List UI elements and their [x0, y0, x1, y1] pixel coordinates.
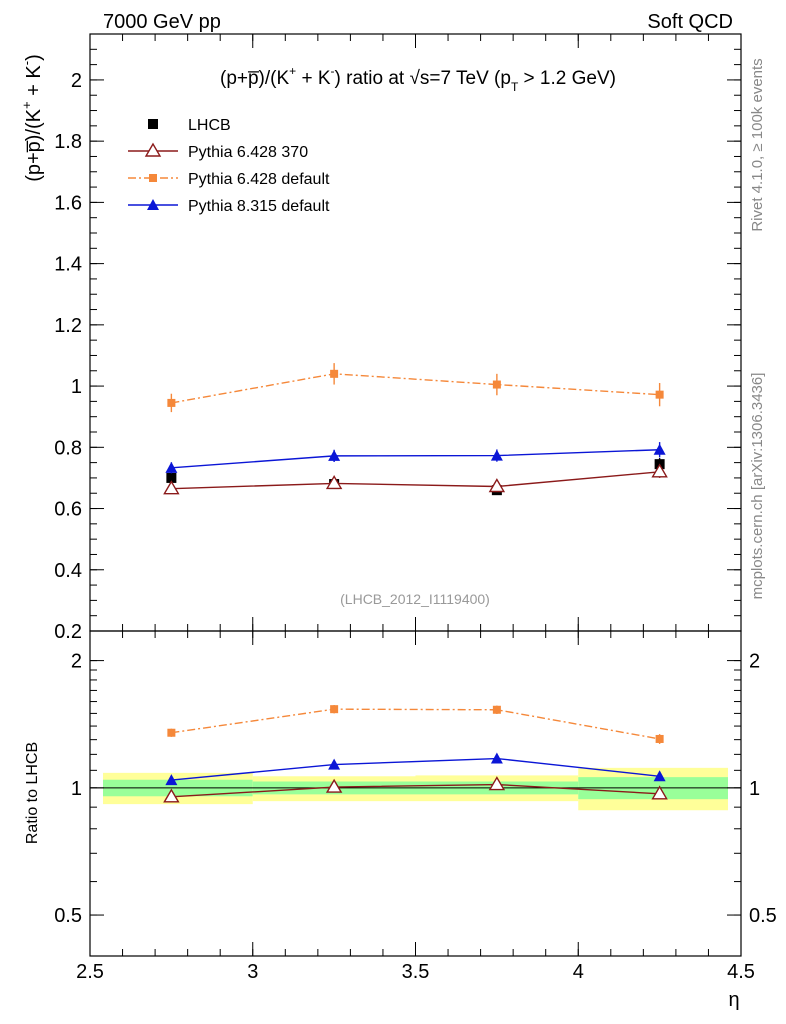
- series-p6_370: [163, 463, 668, 495]
- main-ytick-label: 1.4: [54, 254, 82, 276]
- ratio-axis-ticks: 0.5 0.5 1 1 2 2 2.5 3 3.5 4 4.5: [54, 631, 777, 983]
- ratio-ytick-label-right: 1: [749, 778, 760, 800]
- title-part: T: [511, 80, 519, 94]
- marker-open-triangle: [163, 788, 180, 803]
- marker-triangle: [653, 443, 666, 455]
- main-ytick-label: 0.6: [54, 499, 82, 521]
- ylabel-part: -: [19, 61, 34, 65]
- ratio-xtick-label: 4.5: [727, 961, 755, 983]
- x-axis-label: η: [728, 989, 739, 1011]
- ratio-series-layer: [163, 705, 668, 803]
- series-line: [171, 708, 660, 740]
- ratio-ytick-label-right: 2: [749, 651, 760, 673]
- rivet-version-label: Rivet 4.1.0, ≥ 100k events: [749, 58, 766, 231]
- marker-small-square: [330, 369, 339, 378]
- title-part: ) ratio at √s=7 TeV (p: [335, 68, 511, 89]
- series-lhcb: [166, 458, 665, 496]
- marker-triangle: [490, 752, 503, 764]
- process-label: Soft QCD: [647, 11, 733, 33]
- marker-triangle: [653, 770, 666, 782]
- main-y-axis-label: (p+p̅)/(K+ + K-): [19, 54, 45, 182]
- ratio-xtick-label: 3: [247, 961, 258, 983]
- ratio-ytick-label-left: 2: [71, 651, 82, 673]
- title-part: (p+p̅)/(K: [220, 68, 289, 89]
- marker-open-triangle: [325, 475, 343, 490]
- series-p6_default: [167, 705, 664, 744]
- marker-triangle: [165, 461, 178, 473]
- ratio-ytick-label-left: 0.5: [54, 905, 82, 927]
- main-ytick-label: 1: [71, 376, 82, 398]
- marker-triangle: [165, 774, 178, 786]
- main-axis-ticks: 0.2 0.4 0.6 0.8 1 1.2 1.4 1.6 1.8 2: [54, 33, 742, 643]
- marker-small-square: [330, 705, 339, 714]
- series-line: [171, 373, 660, 404]
- series-line: [171, 757, 660, 781]
- title-part: > 1.2 GeV): [518, 68, 616, 89]
- marker-small-square: [492, 705, 501, 714]
- ratio-xtick-label: 2.5: [76, 961, 104, 983]
- series-p6_default: [167, 363, 664, 413]
- main-ytick-label: 1.6: [54, 192, 82, 214]
- marker-square: [148, 119, 158, 129]
- marker-open-triangle: [488, 478, 506, 493]
- legend-label: LHCB: [188, 117, 231, 134]
- marker-triangle: [328, 449, 341, 461]
- marker-open-triangle: [163, 480, 180, 495]
- ratio-ytick-label-right: 0.5: [749, 905, 777, 927]
- plot-title: (p+p̅)/(K+ + K-) ratio at √s=7 TeV (pT >…: [220, 64, 616, 94]
- marker-small-square: [655, 390, 664, 399]
- main-ytick-label: 1.2: [54, 315, 82, 337]
- series-p6_370: [163, 776, 668, 803]
- main-series-layer: [163, 363, 668, 496]
- ylabel-part: +: [19, 101, 34, 109]
- marker-small-square: [655, 734, 664, 743]
- marker-triangle: [490, 449, 503, 461]
- series-p8_default: [165, 442, 666, 474]
- marker-small-square: [492, 380, 501, 389]
- ylabel-part: ): [23, 54, 45, 61]
- ratio-plot-frame: [89, 630, 742, 957]
- ylabel-part: (p+p̅)/(K: [23, 108, 45, 181]
- main-ytick-label: 0.4: [54, 560, 82, 582]
- legend-label: Pythia 6.428 370: [188, 144, 308, 161]
- analysis-id-label: (LHCB_2012_I1119400): [340, 591, 490, 607]
- marker-small-square: [167, 398, 176, 407]
- title-part: + K: [296, 68, 331, 89]
- main-ytick-label: 2: [71, 70, 82, 92]
- legend-label: Pythia 8.315 default: [188, 198, 330, 215]
- series-line: [171, 449, 660, 469]
- marker-open-triangle: [325, 778, 343, 793]
- legend: LHCB Pythia 6.428 370 Pythia 6.428 default…: [128, 117, 330, 215]
- marker-triangle: [328, 758, 341, 770]
- marker-small-square: [149, 174, 157, 182]
- ratio-ytick-label-left: 1: [71, 778, 82, 800]
- legend-label: Pythia 6.428 default: [188, 171, 330, 188]
- series-line: [171, 783, 660, 798]
- title-part: -: [331, 64, 335, 78]
- energy-label: 7000 GeV pp: [103, 11, 221, 33]
- ratio-xtick-label: 4: [573, 961, 584, 983]
- marker-open-triangle: [651, 463, 668, 478]
- marker-open-triangle: [488, 776, 506, 791]
- series-line: [171, 471, 660, 490]
- marker-square: [166, 472, 177, 483]
- marker-small-square: [167, 728, 176, 737]
- marker-open-triangle: [144, 142, 162, 157]
- marker-open-triangle: [651, 785, 668, 800]
- main-ytick-label: 0.8: [54, 437, 82, 459]
- ylabel-part: + K: [23, 65, 45, 102]
- ratio-xtick-label: 3.5: [402, 961, 430, 983]
- series-p8_default: [165, 752, 666, 786]
- marker-triangle: [147, 199, 159, 210]
- ratio-y-axis-label: Ratio to LHCB: [24, 742, 41, 844]
- title-part: +: [289, 64, 296, 78]
- mcplots-label: mcplots.cern.ch [arXiv:1306.3436]: [749, 373, 766, 600]
- main-ytick-label: 1.8: [54, 131, 82, 153]
- main-ytick-label: 0.2: [54, 621, 82, 643]
